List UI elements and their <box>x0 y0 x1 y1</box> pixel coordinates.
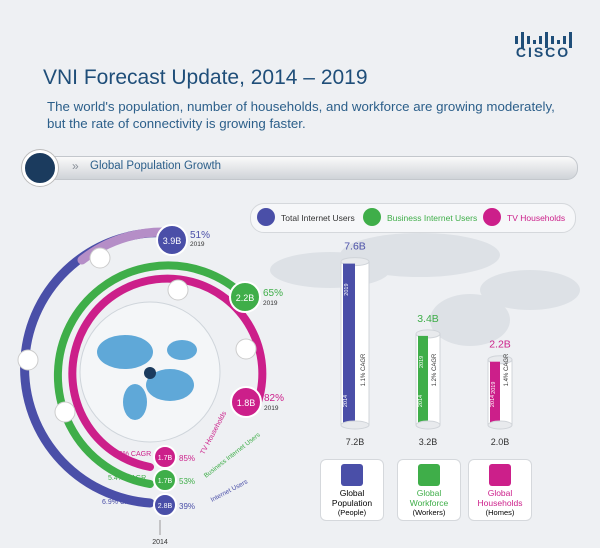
start-year: 2014 <box>152 539 168 546</box>
person-icon <box>89 247 111 269</box>
double-chevron-icon: » <box>72 159 79 173</box>
tv-2019-pct: 82% <box>264 393 284 404</box>
business-2019-value: 2.2B <box>236 293 255 303</box>
bar-year-2019-0: 2019 <box>344 283 350 295</box>
logo-text: CISCO <box>515 44 571 60</box>
tv-icon <box>483 208 501 226</box>
business-user-icon <box>363 208 381 226</box>
bar-year-2019-2: 2019 <box>491 382 497 394</box>
person-icon-card <box>341 464 363 486</box>
business-2014-pct: 53% <box>179 477 195 486</box>
person-icon-internet <box>17 349 39 371</box>
bar-cagr-1: 1.2% CAGR <box>432 353 438 386</box>
business-2019-pct: 65% <box>263 288 283 299</box>
tv-2019-year: 2019 <box>264 405 279 412</box>
tv-ring <box>68 274 267 471</box>
internet-ring-2019 <box>77 227 170 265</box>
business-2014-value: 1.7B <box>158 478 173 485</box>
business-2019-bubble <box>229 281 261 313</box>
internet-2014-pct: 39% <box>179 502 195 511</box>
internet-2014-bubble <box>153 493 177 517</box>
bar-value-2014-1: 3.2B <box>419 437 438 447</box>
worker-icon-card <box>418 464 440 486</box>
bar-2014-0 <box>343 276 353 425</box>
business-2019-year: 2019 <box>263 300 278 307</box>
bar-base-0 <box>340 420 370 430</box>
bar-value-2014-0: 7.2B <box>346 437 365 447</box>
bar-value-2019-0: 7.6B <box>344 241 366 253</box>
internet-2019-bubble <box>156 224 188 256</box>
bar-cagr-2: 1.4% CAGR <box>504 353 510 386</box>
bar-value-2019-2: 2.2B <box>489 339 511 351</box>
internet-2019-year: 2019 <box>190 241 205 248</box>
card-global-population: Global Population (People) <box>320 459 384 521</box>
bar-year-2019-1: 2019 <box>419 356 425 368</box>
internet-2019-value: 3.9B <box>163 236 182 246</box>
page-title: VNI Forecast Update, 2014 – 2019 <box>43 66 368 89</box>
legend-label-business: Business Internet Users <box>387 213 478 223</box>
bar-base-2 <box>487 420 513 430</box>
card-population-title: Global Population <box>331 488 373 508</box>
tv-2019-value: 1.8B <box>237 398 256 408</box>
tv-2019-bubble <box>230 386 262 418</box>
business-ring <box>53 261 249 488</box>
card-global-households: Global Households (Homes) <box>468 459 532 521</box>
worker-icon <box>54 401 76 423</box>
tv-cagr: 1.8% CAGR <box>113 451 151 458</box>
bar-value-2014-2: 2.0B <box>491 437 510 447</box>
section-title: Global Population Growth <box>90 160 222 172</box>
cisco-logo <box>515 32 572 48</box>
card-global-workforce: Global Workforce (Workers) <box>397 459 461 521</box>
legend-label-internet: Total Internet Users <box>281 213 355 223</box>
card-population-sub: (People) <box>337 508 367 517</box>
location-pin-icon <box>144 367 156 379</box>
tv-2014-pct: 85% <box>179 454 195 463</box>
bar-value-2019-1: 3.4B <box>417 313 439 325</box>
business-2014-bubble <box>153 468 177 492</box>
bar-2014-1 <box>418 342 426 425</box>
legend-label-tv: TV Households <box>507 213 566 223</box>
card-households-sub: (Homes) <box>485 508 515 517</box>
bar-year-2014-2: 2014 <box>490 395 496 407</box>
monitor-icon-card <box>489 464 511 486</box>
page-subtitle: The world's population, number of househ… <box>47 99 555 131</box>
bar-base-1 <box>415 420 441 430</box>
internet-cagr: 6.9% CAGR <box>102 499 140 506</box>
internet-2019-pct: 51% <box>190 230 210 241</box>
megaphone-icon <box>167 279 189 301</box>
section-banner <box>30 156 578 180</box>
globe-icon <box>22 150 58 186</box>
monitor-icon <box>235 338 257 360</box>
card-households-title: Global Households <box>477 488 523 508</box>
bar-2014-2 <box>490 368 498 425</box>
bar-cagr-0: 1.1% CAGR <box>361 353 367 386</box>
internet-2014-value: 2.8B <box>158 503 173 510</box>
tv-2014-value: 1.7B <box>158 455 173 462</box>
card-workforce-sub: (Workers) <box>412 508 446 517</box>
bar-year-2014-0: 2014 <box>343 395 349 407</box>
globe-continents <box>97 335 197 420</box>
business-cagr: 5.4% CAGR <box>108 475 146 482</box>
bar-year-2014-1: 2014 <box>418 395 424 407</box>
internet-user-icon <box>257 208 275 226</box>
legend: Total Internet Users Business Internet U… <box>250 203 576 233</box>
card-workforce-title: Global Workforce <box>409 488 449 508</box>
